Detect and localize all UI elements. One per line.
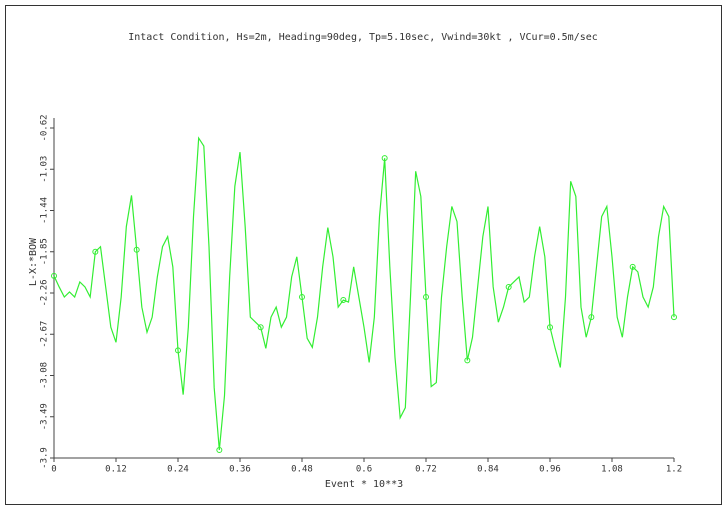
point-marker xyxy=(257,324,264,331)
chart-title: Intact Condition, Hs=2m, Heading=90deg, … xyxy=(128,32,598,43)
point-marker xyxy=(92,248,99,255)
x-axis-label: Event * 10**3 xyxy=(325,479,403,490)
x-tick-label: 0.12 xyxy=(105,465,127,475)
point-marker xyxy=(547,324,553,331)
point-marker xyxy=(464,357,471,364)
x-tick-label: 0.36 xyxy=(229,465,251,475)
x-tick-label: 0.84 xyxy=(477,465,499,475)
point-marker xyxy=(505,283,512,290)
point-marker xyxy=(381,155,388,162)
frame xyxy=(5,5,722,505)
point-marker xyxy=(51,272,57,279)
point-marker xyxy=(629,263,636,270)
point-marker xyxy=(423,294,429,301)
point-marker xyxy=(216,446,223,453)
x-tick-label: 0.48 xyxy=(291,465,313,475)
y-tick-label: -3.08 xyxy=(40,362,50,389)
x-tick-label: 0.6 xyxy=(356,465,372,475)
y-tick-label: -3.49 xyxy=(40,403,50,430)
y-tick-label: -3.9 xyxy=(40,447,50,469)
point-marker xyxy=(299,294,305,301)
x-tick-label: 0.72 xyxy=(415,465,437,475)
x-tick-label: 0 xyxy=(51,465,56,475)
x-tick-label: 1.2 xyxy=(666,465,682,475)
point-marker xyxy=(340,297,347,304)
y-tick-label: -1.44 xyxy=(40,197,50,224)
point-marker xyxy=(175,347,181,354)
point-marker xyxy=(588,314,595,321)
y-tick-label: -0.62 xyxy=(40,114,50,141)
y-tick-label: -1.03 xyxy=(40,156,50,183)
x-tick-label: 0.96 xyxy=(539,465,561,475)
series-line xyxy=(53,136,675,451)
x-tick-label: 0.24 xyxy=(167,465,189,475)
y-tick-label: -2.26 xyxy=(40,279,50,306)
y-tick-label: -2.67 xyxy=(40,321,50,348)
y-tick-label: -1.85 xyxy=(40,238,50,265)
point-marker xyxy=(671,314,677,321)
x-tick-label: 1.08 xyxy=(601,465,623,475)
y-axis-label: L-X:*BOW xyxy=(28,237,39,286)
point-marker xyxy=(133,246,140,253)
